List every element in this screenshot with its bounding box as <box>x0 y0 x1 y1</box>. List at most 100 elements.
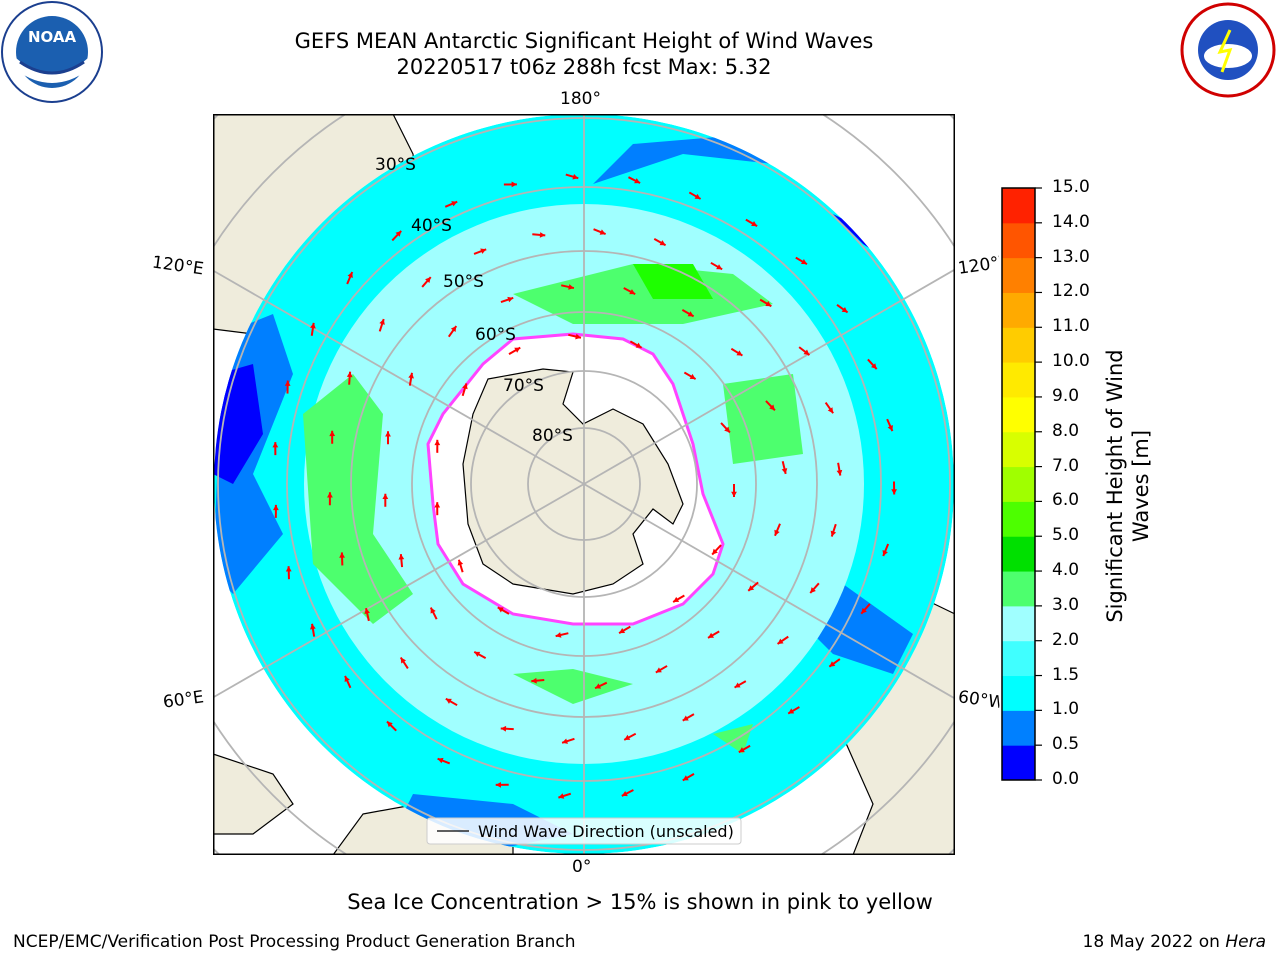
date-text: 18 May 2022 on Hera <box>1083 932 1267 952</box>
wind-arrow-head <box>595 683 602 689</box>
lat-label-80s: 80°S <box>532 426 573 446</box>
wind-arrow-head <box>531 677 537 684</box>
wind-arrow-head <box>777 638 784 644</box>
wind-arrow-head <box>841 307 848 313</box>
wind-arrow-head <box>774 529 780 536</box>
wind-arrow-head <box>689 373 696 380</box>
green-band-north <box>513 264 773 324</box>
colorbar-tick-label: 15.0 <box>1052 177 1090 197</box>
colorbar-segment <box>1002 501 1035 537</box>
wind-arrow-head <box>430 607 436 614</box>
colorbar-tick-label: 0.0 <box>1052 769 1080 789</box>
wind-arrow-head <box>830 530 837 537</box>
lon-label-0: 0° <box>572 857 592 877</box>
lon-label-120w: 120°W <box>956 253 1002 279</box>
wind-arrow-head <box>386 721 393 728</box>
wind-arrow-head <box>398 554 405 560</box>
wind-arrow-head <box>621 790 628 797</box>
colorbar-tick-label: 4.0 <box>1052 560 1080 581</box>
wind-arrow-head <box>682 775 689 781</box>
colorbar-segment <box>1002 571 1035 607</box>
wind-arrow-head <box>437 757 444 764</box>
wind-arrow-head <box>572 173 579 180</box>
colorbar-label-line2: Waves [m] <box>1129 429 1153 543</box>
wind-arrow-head <box>736 350 743 356</box>
map-frame <box>213 114 955 855</box>
wind-arrow-head <box>511 181 517 188</box>
wind-arrow-head <box>800 259 807 265</box>
lon-label-120e: 120°E <box>150 252 205 280</box>
wind-arrow-head <box>434 439 441 446</box>
wind-arrow-head <box>514 347 521 353</box>
wind-arrow-head <box>310 322 316 329</box>
wind-arrow-head <box>781 468 788 474</box>
green-band-west <box>303 374 413 624</box>
wind-arrow-head <box>673 596 680 603</box>
wind-arrow-head <box>284 380 291 386</box>
wind-arrow-head <box>558 793 565 799</box>
wind-arrow-head <box>619 628 626 634</box>
madagascar-land <box>213 753 294 835</box>
wind-arrow-head <box>310 623 316 630</box>
legend-label: Wind Wave Direction (unscaled) <box>478 822 734 841</box>
wind-arrow-head <box>748 585 755 591</box>
antarctica-land <box>462 368 684 595</box>
wind-arrow-head <box>634 178 641 184</box>
wind-arrow-head <box>382 493 389 500</box>
wind-arrow-head <box>568 284 574 290</box>
wind-arrow-head <box>769 404 775 411</box>
wind-arrow-head <box>395 230 402 237</box>
wind-arrow-head <box>329 430 336 437</box>
wind-arrow-head <box>497 607 504 613</box>
colorbar-segment <box>1002 222 1035 259</box>
credit-text: NCEP/EMC/Verification Post Processing Pr… <box>13 932 576 952</box>
wind-arrow-head <box>434 502 441 508</box>
colorbar-segment <box>1002 466 1035 502</box>
colorbar-tick-label: 7.0 <box>1052 455 1080 476</box>
chart-title: GEFS MEAN Antarctic Significant Height o… <box>294 29 874 53</box>
colorbar-segment <box>1002 431 1035 468</box>
wind-arrow-head <box>655 667 662 673</box>
wind-arrow-head <box>629 289 636 295</box>
colorbar-tick-label: 2.0 <box>1052 629 1080 650</box>
wind-arrow-head <box>555 632 562 638</box>
colorbar-tick-label: 6.0 <box>1052 490 1080 511</box>
wind-arrow-head <box>712 548 718 555</box>
wind-arrow-head <box>575 333 581 340</box>
host-name: Hera <box>1225 932 1266 952</box>
nws-logo <box>1176 0 1280 104</box>
wind-arrow-head <box>887 425 893 432</box>
colorbar-segment <box>1002 327 1035 363</box>
colorbar-tick-label: 12.0 <box>1052 281 1090 302</box>
wind-arrow-head <box>462 383 468 390</box>
lat-label-30s: 30°S <box>375 155 416 175</box>
wind-arrow-head <box>871 363 877 370</box>
colorbar-tick-label: 11.0 <box>1052 316 1090 337</box>
lon-label-180: 180° <box>560 89 601 109</box>
colorbar-segment <box>1002 745 1035 781</box>
wind-arrow-head <box>827 407 834 414</box>
wind-arrow-head <box>500 725 507 732</box>
wind-arrow-head <box>474 651 481 657</box>
lat-label-40s: 40°S <box>411 216 452 236</box>
wind-arrow-head <box>687 311 694 317</box>
colorbar-label-line1: Significant Height of Wind <box>1103 349 1127 623</box>
colorbar-tick-label: 14.0 <box>1052 211 1090 232</box>
colorbar-segment <box>1002 605 1035 642</box>
colorbar-segment <box>1002 292 1035 328</box>
colorbar-tick-label: 0.5 <box>1052 734 1080 755</box>
colorbar-tick-label: 10.0 <box>1052 351 1090 372</box>
colorbar-segment <box>1002 396 1035 433</box>
wind-arrow-head <box>751 220 758 227</box>
wind-arrow-head <box>451 201 458 207</box>
wind-arrow-head <box>408 372 414 379</box>
lat-label-50s: 50°S <box>443 272 484 292</box>
colorbar-segment <box>1002 536 1035 572</box>
colorbar-tick-label: 9.0 <box>1052 385 1080 406</box>
wind-arrow-head <box>599 229 606 235</box>
wind-arrow-head <box>495 781 502 788</box>
wind-arrow-head <box>400 657 407 664</box>
colorbar-segment <box>1002 188 1035 224</box>
sea-ice-note: Sea Ice Concentration > 15% is shown in … <box>347 890 933 914</box>
wind-arrow-head <box>765 301 772 307</box>
